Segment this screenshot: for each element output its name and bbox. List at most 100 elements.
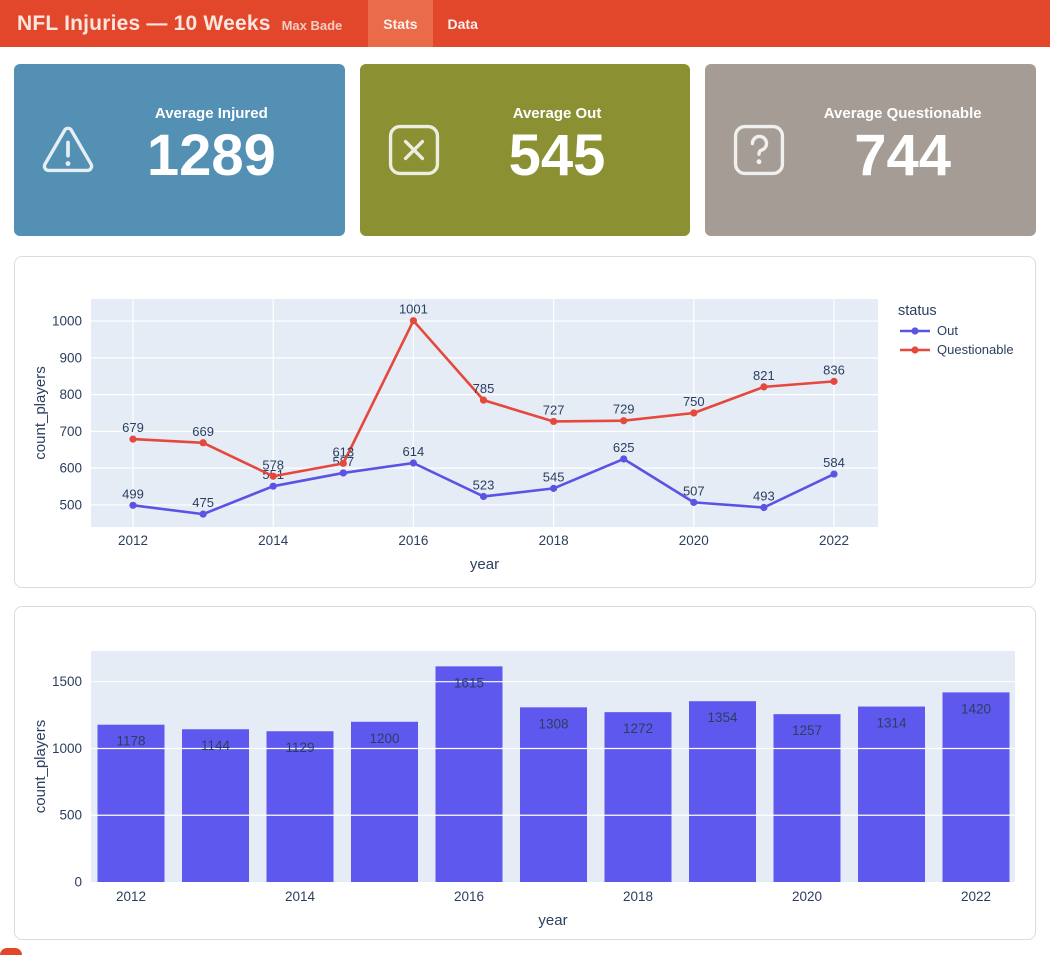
bar-value-label: 1420	[961, 701, 991, 716]
bar-year-2019[interactable]	[689, 701, 756, 882]
y-tick-label: 1500	[52, 674, 82, 689]
data-point[interactable]	[199, 439, 207, 447]
stat-card-value: 1289	[146, 122, 276, 188]
y-axis-title: count_players	[32, 366, 49, 459]
bar-year-2016[interactable]	[435, 666, 503, 882]
data-point[interactable]	[409, 459, 417, 467]
plot-area[interactable]	[91, 299, 878, 527]
y-tick-label: 1000	[52, 314, 82, 329]
line-chart-panel: 2012 2014 2016 2018 2020 2022 500 600 700 800 900 1…	[14, 256, 1036, 588]
data-point-label: 669	[192, 424, 214, 439]
data-point[interactable]	[760, 383, 768, 391]
y-tick-label: 1000	[52, 741, 82, 756]
y-tick-label: 0	[74, 875, 82, 890]
y-tick-label: 500	[59, 808, 82, 823]
stat-card-body: Average Injured 1289	[98, 105, 325, 188]
data-point[interactable]	[339, 459, 347, 467]
bar-year-2013[interactable]	[182, 729, 249, 882]
legend-item-questionable[interactable]: Questionable	[900, 342, 1014, 357]
legend-title: status	[898, 303, 937, 319]
data-point[interactable]	[830, 377, 838, 385]
legend-item-out[interactable]: Out	[900, 323, 958, 338]
x-tick-label: 2012	[116, 889, 146, 904]
y-tick-label: 500	[59, 497, 82, 512]
bar-year-2014[interactable]	[266, 731, 334, 882]
svg-text:Questionable: Questionable	[937, 342, 1014, 357]
app-subtitle: Max Bade	[281, 17, 343, 33]
bar-chart[interactable]: 0 500 1000 1500 1178 1144 1129 1200 1615 1308 1272…	[15, 607, 1035, 939]
x-axis-title: year	[470, 556, 499, 573]
data-point-label: 727	[543, 402, 565, 417]
x-tick-label: 2018	[539, 533, 569, 548]
data-point-label: 475	[192, 495, 214, 510]
data-point[interactable]	[409, 317, 417, 325]
data-point-label: 545	[543, 469, 565, 484]
bar-year-2015[interactable]	[351, 721, 418, 882]
stat-cards-row: Average Injured 1289 Average Out 545 Ave…	[0, 47, 1050, 256]
data-point[interactable]	[830, 470, 838, 478]
data-point[interactable]	[479, 396, 488, 404]
data-point[interactable]	[339, 469, 347, 477]
stat-card-title: Average Questionable	[823, 104, 982, 122]
line-chart[interactable]: 2012 2014 2016 2018 2020 2022 500 600 700 800 900 1…	[15, 257, 1035, 587]
x-axis-title: year	[538, 912, 567, 929]
stat-card-average-out: Average Out 545	[359, 64, 691, 236]
bar-year-2020[interactable]	[773, 714, 841, 882]
stat-card-average-questionable: Average Questionable 744	[705, 64, 1037, 236]
data-point-label: 1001	[399, 302, 428, 317]
tab-stats[interactable]: Stats	[368, 0, 433, 47]
data-point-label: 578	[262, 457, 284, 472]
svg-text:Out: Out	[937, 323, 958, 338]
warning-triangle-icon	[42, 126, 94, 173]
tab-data[interactable]: Data	[447, 15, 478, 32]
x-tick-label: 2014	[285, 889, 316, 904]
bar-year-2017[interactable]	[520, 707, 587, 882]
bar-value-label: 1314	[876, 716, 907, 731]
data-point[interactable]	[690, 498, 698, 506]
data-point-label: 584	[823, 455, 845, 470]
data-point[interactable]	[690, 409, 698, 417]
brand: NFL Injuries — 10 Weeks Max Bade	[0, 0, 342, 47]
bar-year-2022[interactable]	[942, 692, 1010, 882]
stat-card-title: Average Out	[512, 104, 602, 122]
bar-year-2012[interactable]	[97, 724, 165, 882]
data-point[interactable]	[269, 482, 277, 490]
bar-value-label: 1144	[201, 738, 231, 753]
bar-value-label: 1354	[707, 710, 738, 725]
x-tick-label: 2020	[792, 889, 822, 904]
data-point-label: 750	[683, 394, 705, 409]
data-point[interactable]	[760, 503, 768, 512]
bar-value-label: 1200	[369, 731, 399, 746]
bar-year-2021[interactable]	[858, 706, 925, 882]
bottom-edge-element	[0, 948, 22, 955]
stat-card-value: 545	[508, 122, 606, 188]
x-tick-label: 2016	[398, 533, 428, 548]
data-point[interactable]	[620, 417, 628, 425]
data-point[interactable]	[129, 435, 137, 443]
bar-chart-panel: 0 500 1000 1500 1178 1144 1129 1200 1615 1308 1272…	[14, 606, 1036, 940]
stat-card-body: Average Questionable 744	[789, 105, 1016, 188]
y-tick-label: 900	[59, 350, 82, 365]
data-point-label: 729	[613, 402, 635, 417]
data-point-label: 679	[122, 420, 144, 435]
data-point[interactable]	[269, 472, 277, 480]
data-point-label: 625	[613, 440, 635, 455]
data-point-label: 614	[403, 444, 425, 459]
data-point[interactable]	[620, 455, 628, 463]
bar-year-2018[interactable]	[604, 712, 672, 882]
x-tick-label: 2014	[258, 533, 289, 548]
data-point[interactable]	[199, 510, 207, 518]
y-tick-label: 800	[59, 387, 82, 402]
x-tick-label: 2018	[623, 889, 653, 904]
data-point[interactable]	[550, 484, 558, 492]
bar-value-label: 1129	[285, 740, 314, 755]
x-square-icon	[388, 124, 439, 176]
bar-value-label: 1615	[454, 675, 484, 690]
stat-card-value: 744	[854, 122, 952, 188]
data-point[interactable]	[479, 492, 488, 501]
y-tick-label: 600	[59, 461, 82, 476]
x-tick-label: 2016	[454, 889, 484, 904]
data-point[interactable]	[129, 501, 137, 509]
data-point[interactable]	[550, 417, 558, 426]
stat-card-average-injured: Average Injured 1289	[14, 64, 345, 236]
